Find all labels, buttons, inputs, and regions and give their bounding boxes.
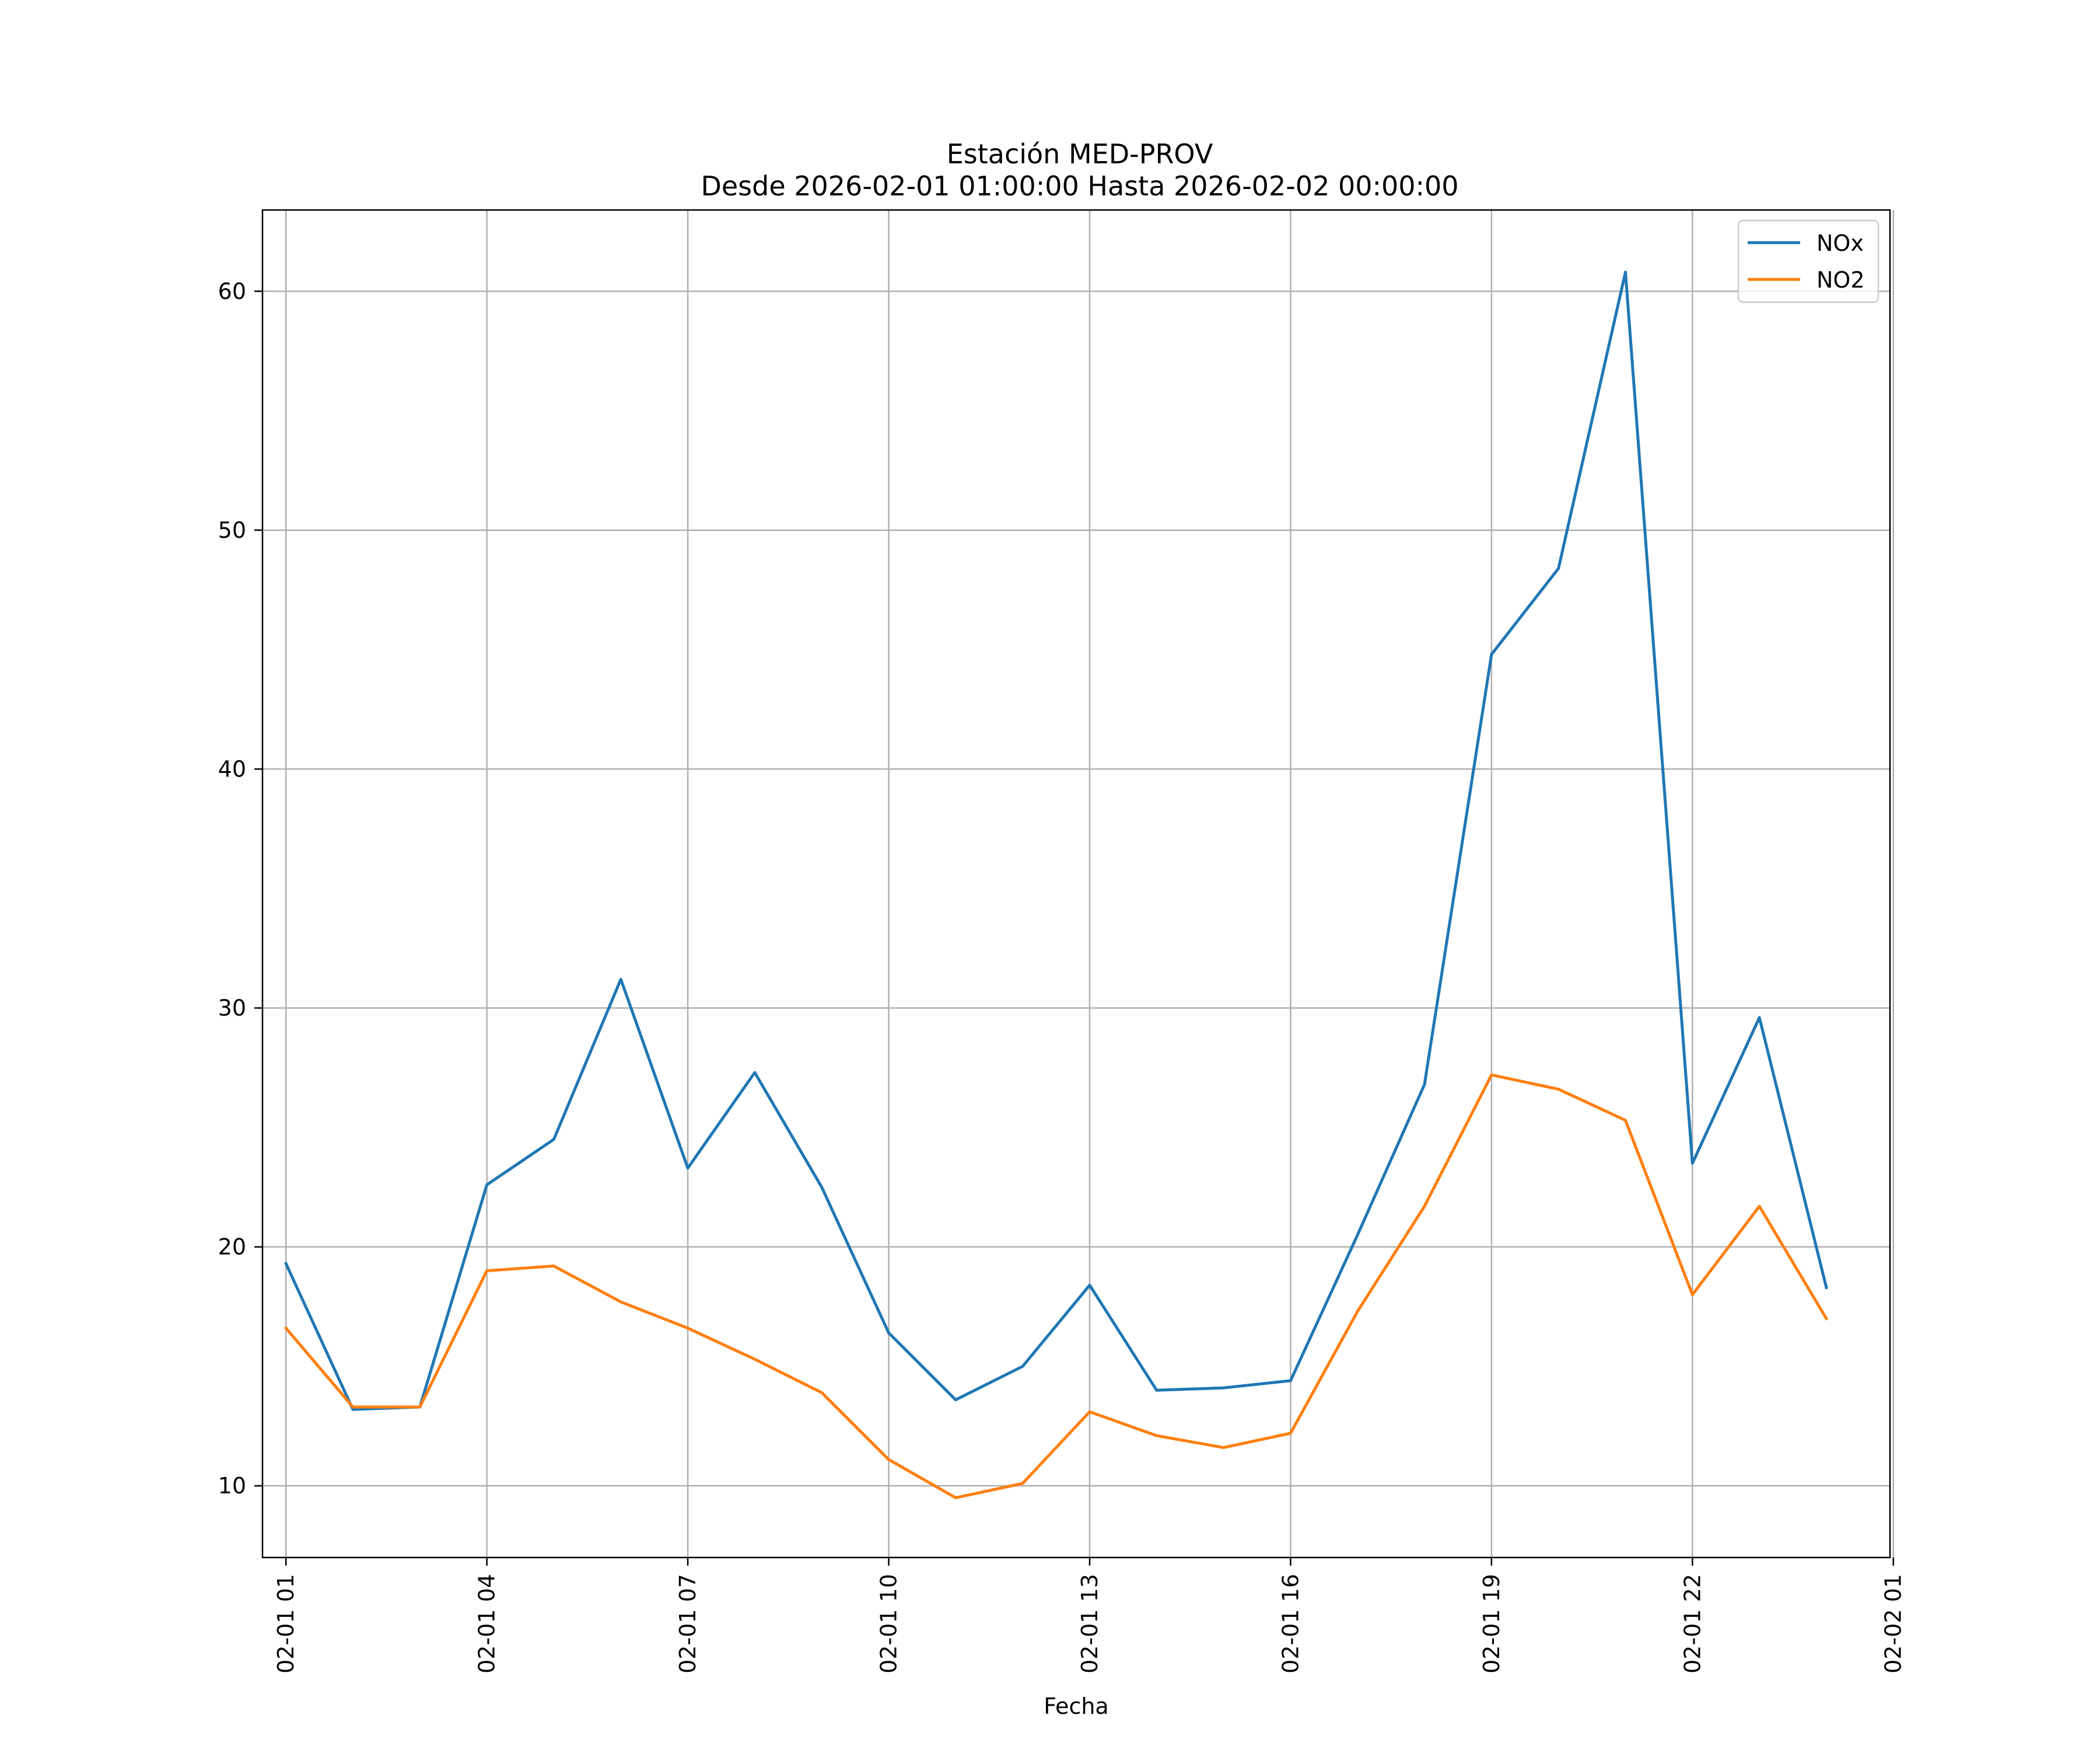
y-tick-label: 60 [218,278,246,304]
x-axis: 02-01 01 02-01 04 02-01 07 02-01 10 02-01 13… [273,1558,1906,1674]
x-tick-label: 02-01 01 [273,1574,299,1674]
x-tick-label: 02-01 10 [876,1574,902,1674]
x-tick-label: 02-02 01 [1881,1574,1906,1674]
legend-box [1737,219,1880,303]
series-layer [284,271,1829,1500]
y-tick-label: 40 [218,756,246,782]
legend-label-nox: NOx [1817,230,1864,256]
series-line-no2 [284,1073,1829,1500]
legend: NOx NO2 [1737,219,1880,303]
y-tick-label: 10 [218,1473,246,1499]
grid [262,210,1894,1558]
chart-title-line2: Desde 2026-02-01 01:00:00 Hasta 2026-02-… [701,170,1458,202]
y-axis: 10 20 30 40 50 60 [218,278,262,1499]
series-line-nox [284,271,1828,1411]
x-tick-label: 02-01 04 [474,1574,500,1674]
plot-frame [261,209,1891,1559]
x-tick-label: 02-01 22 [1679,1574,1705,1674]
x-tick-label: 02-01 07 [675,1574,701,1674]
x-tick-label: 02-01 19 [1479,1574,1504,1674]
y-tick-label: 50 [218,517,246,543]
x-tick-label: 02-01 16 [1278,1574,1303,1674]
x-tick-label: 02-01 13 [1077,1574,1102,1674]
y-tick-label: 20 [218,1234,246,1260]
y-tick-label: 30 [218,995,246,1021]
legend-label-no2: NO2 [1817,267,1865,293]
chart-title-line1: Estación MED-PROV [947,138,1213,170]
x-axis-label: Fecha [1044,1693,1108,1719]
